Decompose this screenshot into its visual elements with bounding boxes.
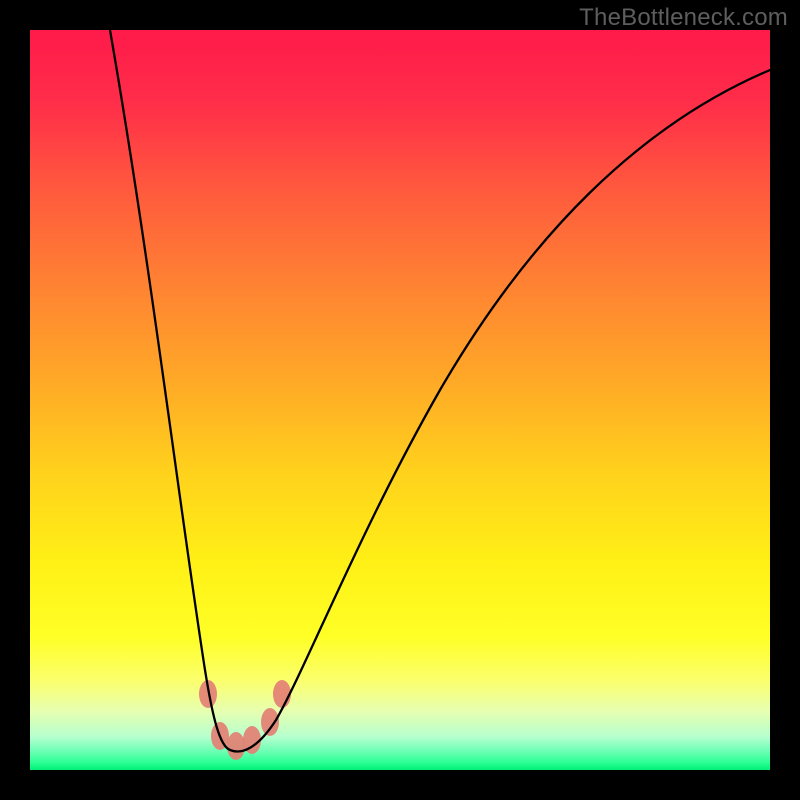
curve-layer xyxy=(30,30,770,770)
bottleneck-curve xyxy=(110,30,770,751)
watermark-text: TheBottleneck.com xyxy=(579,4,788,32)
curve-marker xyxy=(227,732,245,760)
plot-area xyxy=(30,30,770,770)
curve-marker xyxy=(261,708,279,736)
chart-frame: TheBottleneck.com xyxy=(0,0,800,800)
